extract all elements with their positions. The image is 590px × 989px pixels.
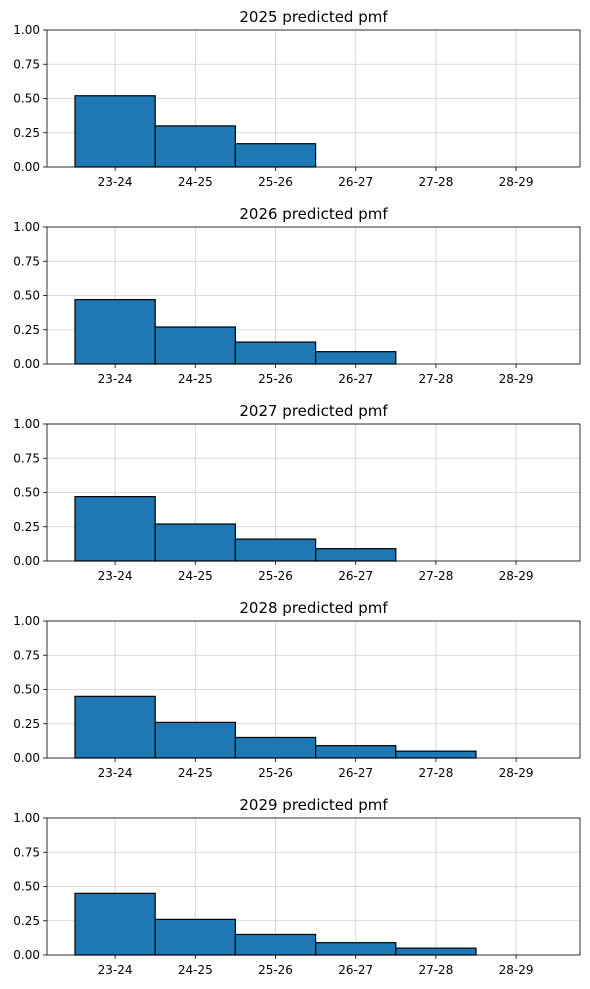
- y-tick-label: 0.50: [13, 683, 40, 697]
- axes-frame: [46, 423, 581, 562]
- x-tick-label: 25-26: [258, 963, 293, 977]
- x-tick-label: 25-26: [258, 766, 293, 780]
- y-tick-label: 0.75: [13, 648, 40, 662]
- y-tick-label: 0.25: [13, 520, 40, 534]
- y-tick-label: 0.00: [13, 948, 40, 962]
- y-tick-label: 0.00: [13, 357, 40, 371]
- y-tick-label: 0.25: [13, 717, 40, 731]
- x-tick-label: 25-26: [258, 175, 293, 189]
- bar-27-28: [395, 947, 477, 956]
- y-tick-label: 1.00: [13, 23, 40, 37]
- bar-26-27: [315, 351, 397, 365]
- x-tick-label: 23-24: [98, 372, 133, 386]
- subplot-title: 2029 predicted pmf: [239, 796, 388, 814]
- bar-25-26: [234, 538, 317, 562]
- x-tick-label: 23-24: [98, 766, 133, 780]
- axes-frame: [46, 29, 581, 168]
- y-tick-label: 0.75: [13, 57, 40, 71]
- bar-25-26: [234, 143, 317, 168]
- y-tick-label: 0.25: [13, 914, 40, 928]
- y-tick-label: 0.75: [13, 254, 40, 268]
- y-tick-label: 0.25: [13, 323, 40, 337]
- y-tick-label: 0.50: [13, 486, 40, 500]
- bar-24-25: [154, 523, 236, 562]
- x-tick-label: 27-28: [418, 372, 453, 386]
- x-tick-label: 28-29: [499, 766, 534, 780]
- y-tick-label: 1.00: [13, 614, 40, 628]
- y-tick-label: 1.00: [13, 220, 40, 234]
- x-tick-label: 27-28: [418, 963, 453, 977]
- x-tick-label: 26-27: [338, 569, 373, 583]
- axes-frame: [46, 817, 581, 956]
- y-tick-label: 0.25: [13, 126, 40, 140]
- axes-frame: [46, 620, 581, 759]
- y-tick-label: 0.00: [13, 160, 40, 174]
- bar-23-24: [74, 892, 156, 956]
- y-tick-label: 0.50: [13, 289, 40, 303]
- bar-25-26: [234, 341, 317, 365]
- subplot-title: 2026 predicted pmf: [239, 205, 388, 223]
- bar-27-28: [395, 750, 477, 759]
- x-tick-label: 24-25: [178, 372, 213, 386]
- bar-23-24: [74, 299, 156, 365]
- y-tick-label: 0.00: [13, 554, 40, 568]
- bar-25-26: [234, 933, 317, 956]
- x-tick-label: 28-29: [499, 963, 534, 977]
- x-tick-label: 26-27: [338, 372, 373, 386]
- bar-23-24: [74, 695, 156, 759]
- y-tick-label: 0.50: [13, 92, 40, 106]
- x-tick-label: 26-27: [338, 766, 373, 780]
- bar-24-25: [154, 326, 236, 365]
- x-tick-label: 26-27: [338, 175, 373, 189]
- x-tick-label: 24-25: [178, 175, 213, 189]
- bar-25-26: [234, 736, 317, 759]
- y-tick-label: 0.75: [13, 845, 40, 859]
- y-tick-label: 1.00: [13, 417, 40, 431]
- x-tick-label: 23-24: [98, 175, 133, 189]
- x-tick-label: 27-28: [418, 766, 453, 780]
- x-tick-label: 27-28: [418, 569, 453, 583]
- x-tick-label: 25-26: [258, 372, 293, 386]
- bar-26-27: [315, 745, 397, 759]
- x-tick-label: 27-28: [418, 175, 453, 189]
- bar-24-25: [154, 721, 236, 759]
- x-tick-label: 26-27: [338, 963, 373, 977]
- bar-24-25: [154, 918, 236, 956]
- bar-24-25: [154, 125, 236, 168]
- y-tick-label: 0.00: [13, 751, 40, 765]
- bar-23-24: [74, 496, 156, 562]
- axes-frame: [46, 226, 581, 365]
- bar-23-24: [74, 95, 156, 168]
- subplot: 2029 predicted pmf 0.00 0.25 0.50 0.75 1.00 23…: [13, 796, 581, 977]
- x-tick-label: 24-25: [178, 766, 213, 780]
- subplot-title: 2028 predicted pmf: [239, 599, 388, 617]
- x-tick-label: 28-29: [499, 569, 534, 583]
- subplot-title: 2025 predicted pmf: [239, 8, 388, 26]
- x-tick-label: 23-24: [98, 963, 133, 977]
- bar-26-27: [315, 548, 397, 562]
- subplot: 2025 predicted pmf 0.00 0.25 0.50 0.75 1.00 23…: [13, 8, 581, 189]
- y-tick-label: 1.00: [13, 811, 40, 825]
- subplot: 2026 predicted pmf 0.00 0.25 0.50 0.75 1.00 23…: [13, 205, 581, 386]
- y-tick-label: 0.75: [13, 451, 40, 465]
- subplot-title: 2027 predicted pmf: [239, 402, 388, 420]
- bar-26-27: [315, 942, 397, 956]
- x-tick-label: 28-29: [499, 175, 534, 189]
- x-tick-label: 28-29: [499, 372, 534, 386]
- x-tick-label: 23-24: [98, 569, 133, 583]
- subplot: 2028 predicted pmf 0.00 0.25 0.50 0.75 1.00 23…: [13, 599, 581, 780]
- subplot: 2027 predicted pmf 0.00 0.25 0.50 0.75 1.00 23…: [13, 402, 581, 583]
- x-tick-label: 25-26: [258, 569, 293, 583]
- x-tick-label: 24-25: [178, 569, 213, 583]
- x-tick-label: 24-25: [178, 963, 213, 977]
- y-tick-label: 0.50: [13, 880, 40, 894]
